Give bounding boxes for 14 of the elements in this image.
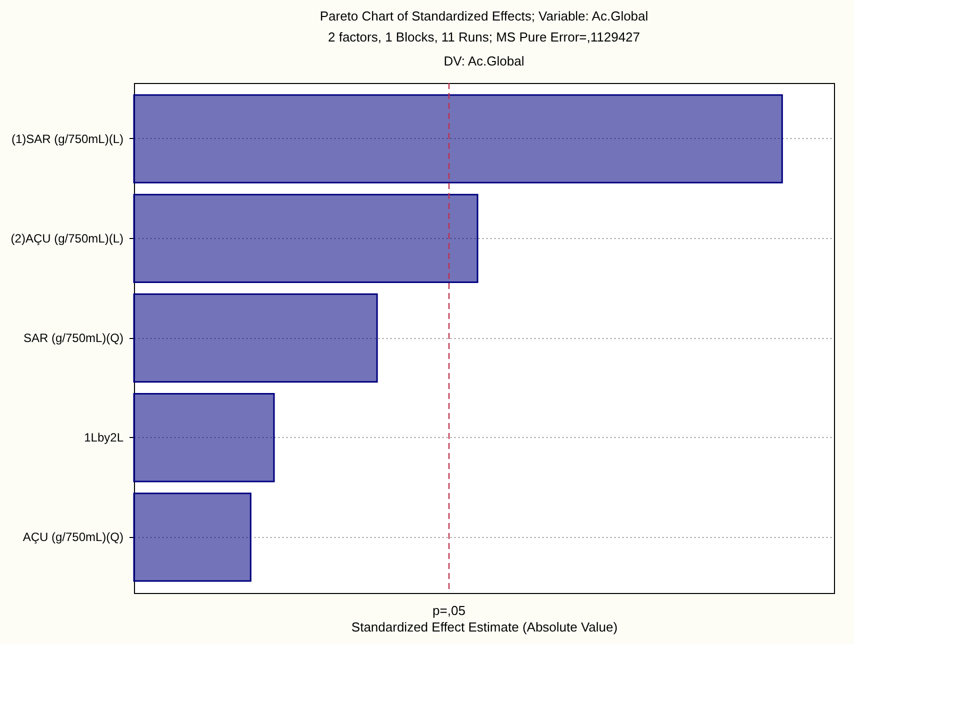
bar bbox=[133, 293, 378, 383]
y-tick-label: SAR (g/750mL)(Q) bbox=[23, 331, 124, 345]
bar bbox=[133, 94, 783, 184]
ref-line-label: p=,05 bbox=[432, 603, 466, 618]
y-tick-label: AÇU (g/750mL)(Q) bbox=[22, 530, 124, 544]
y-tick-label: (1)SAR (g/750mL)(L) bbox=[11, 132, 124, 146]
chart-subtitle: 2 factors, 1 Blocks, 11 Runs; MS Pure Error=,1129427 DV: Ac.Global bbox=[328, 29, 640, 68]
chart-title: Pareto Chart of Standardized Effects; Variable: Ac.Global bbox=[320, 8, 648, 24]
bar bbox=[133, 194, 478, 283]
y-tick-label: 1Lby2L bbox=[84, 430, 124, 445]
bar bbox=[133, 393, 275, 482]
x-axis-title: Standardized Effect Estimate (Absolute Value) bbox=[351, 620, 618, 634]
bar bbox=[133, 492, 252, 582]
y-tick-label: (2)AÇU (g/750mL)(L) bbox=[10, 231, 124, 246]
